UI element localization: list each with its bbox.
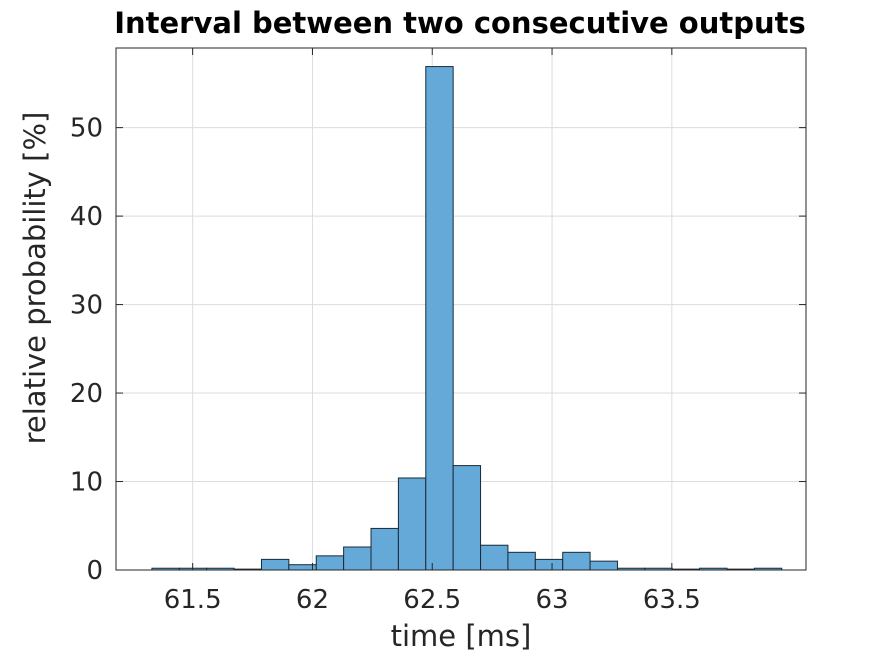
x-tick-label: 62.5: [403, 585, 461, 615]
histogram-bar: [397, 477, 427, 571]
x-tick-label: 61.5: [164, 585, 222, 615]
x-tick-label: 62: [296, 585, 329, 615]
histogram-bar: [425, 66, 454, 571]
y-tick-label: 10: [70, 468, 103, 498]
x-tick-label: 63: [535, 585, 568, 615]
histogram-bar: [534, 558, 564, 571]
y-tick-label: 40: [70, 202, 103, 232]
y-tick-label: 0: [86, 556, 103, 586]
y-tick-labels: 0 10 20 30 40 50: [70, 114, 103, 586]
histogram-bar: [480, 544, 509, 571]
y-tick-label: 20: [70, 379, 103, 409]
histogram-bars: [151, 66, 783, 571]
y-tick-label: 30: [70, 291, 103, 321]
histogram-bar: [315, 555, 345, 571]
histogram-bar: [370, 527, 399, 571]
x-axis-label: time [ms]: [391, 619, 532, 653]
histogram-bar: [562, 551, 591, 571]
histogram-bar: [589, 560, 618, 571]
plot-frame: [115, 47, 807, 571]
axis-ticks: [116, 48, 806, 571]
histogram-bar: [343, 546, 372, 571]
y-axis-label: relative probability [%]: [18, 112, 52, 445]
histogram-bar: [507, 551, 536, 571]
histogram-bar: [452, 465, 482, 571]
histogram-bar: [260, 558, 290, 571]
y-tick-label: 50: [70, 114, 103, 144]
x-tick-label: 63.5: [643, 585, 701, 615]
chart-title: Interval between two consecutive outputs: [114, 6, 806, 40]
x-tick-labels: 61.5 62 62.5 63 63.5: [164, 585, 701, 615]
